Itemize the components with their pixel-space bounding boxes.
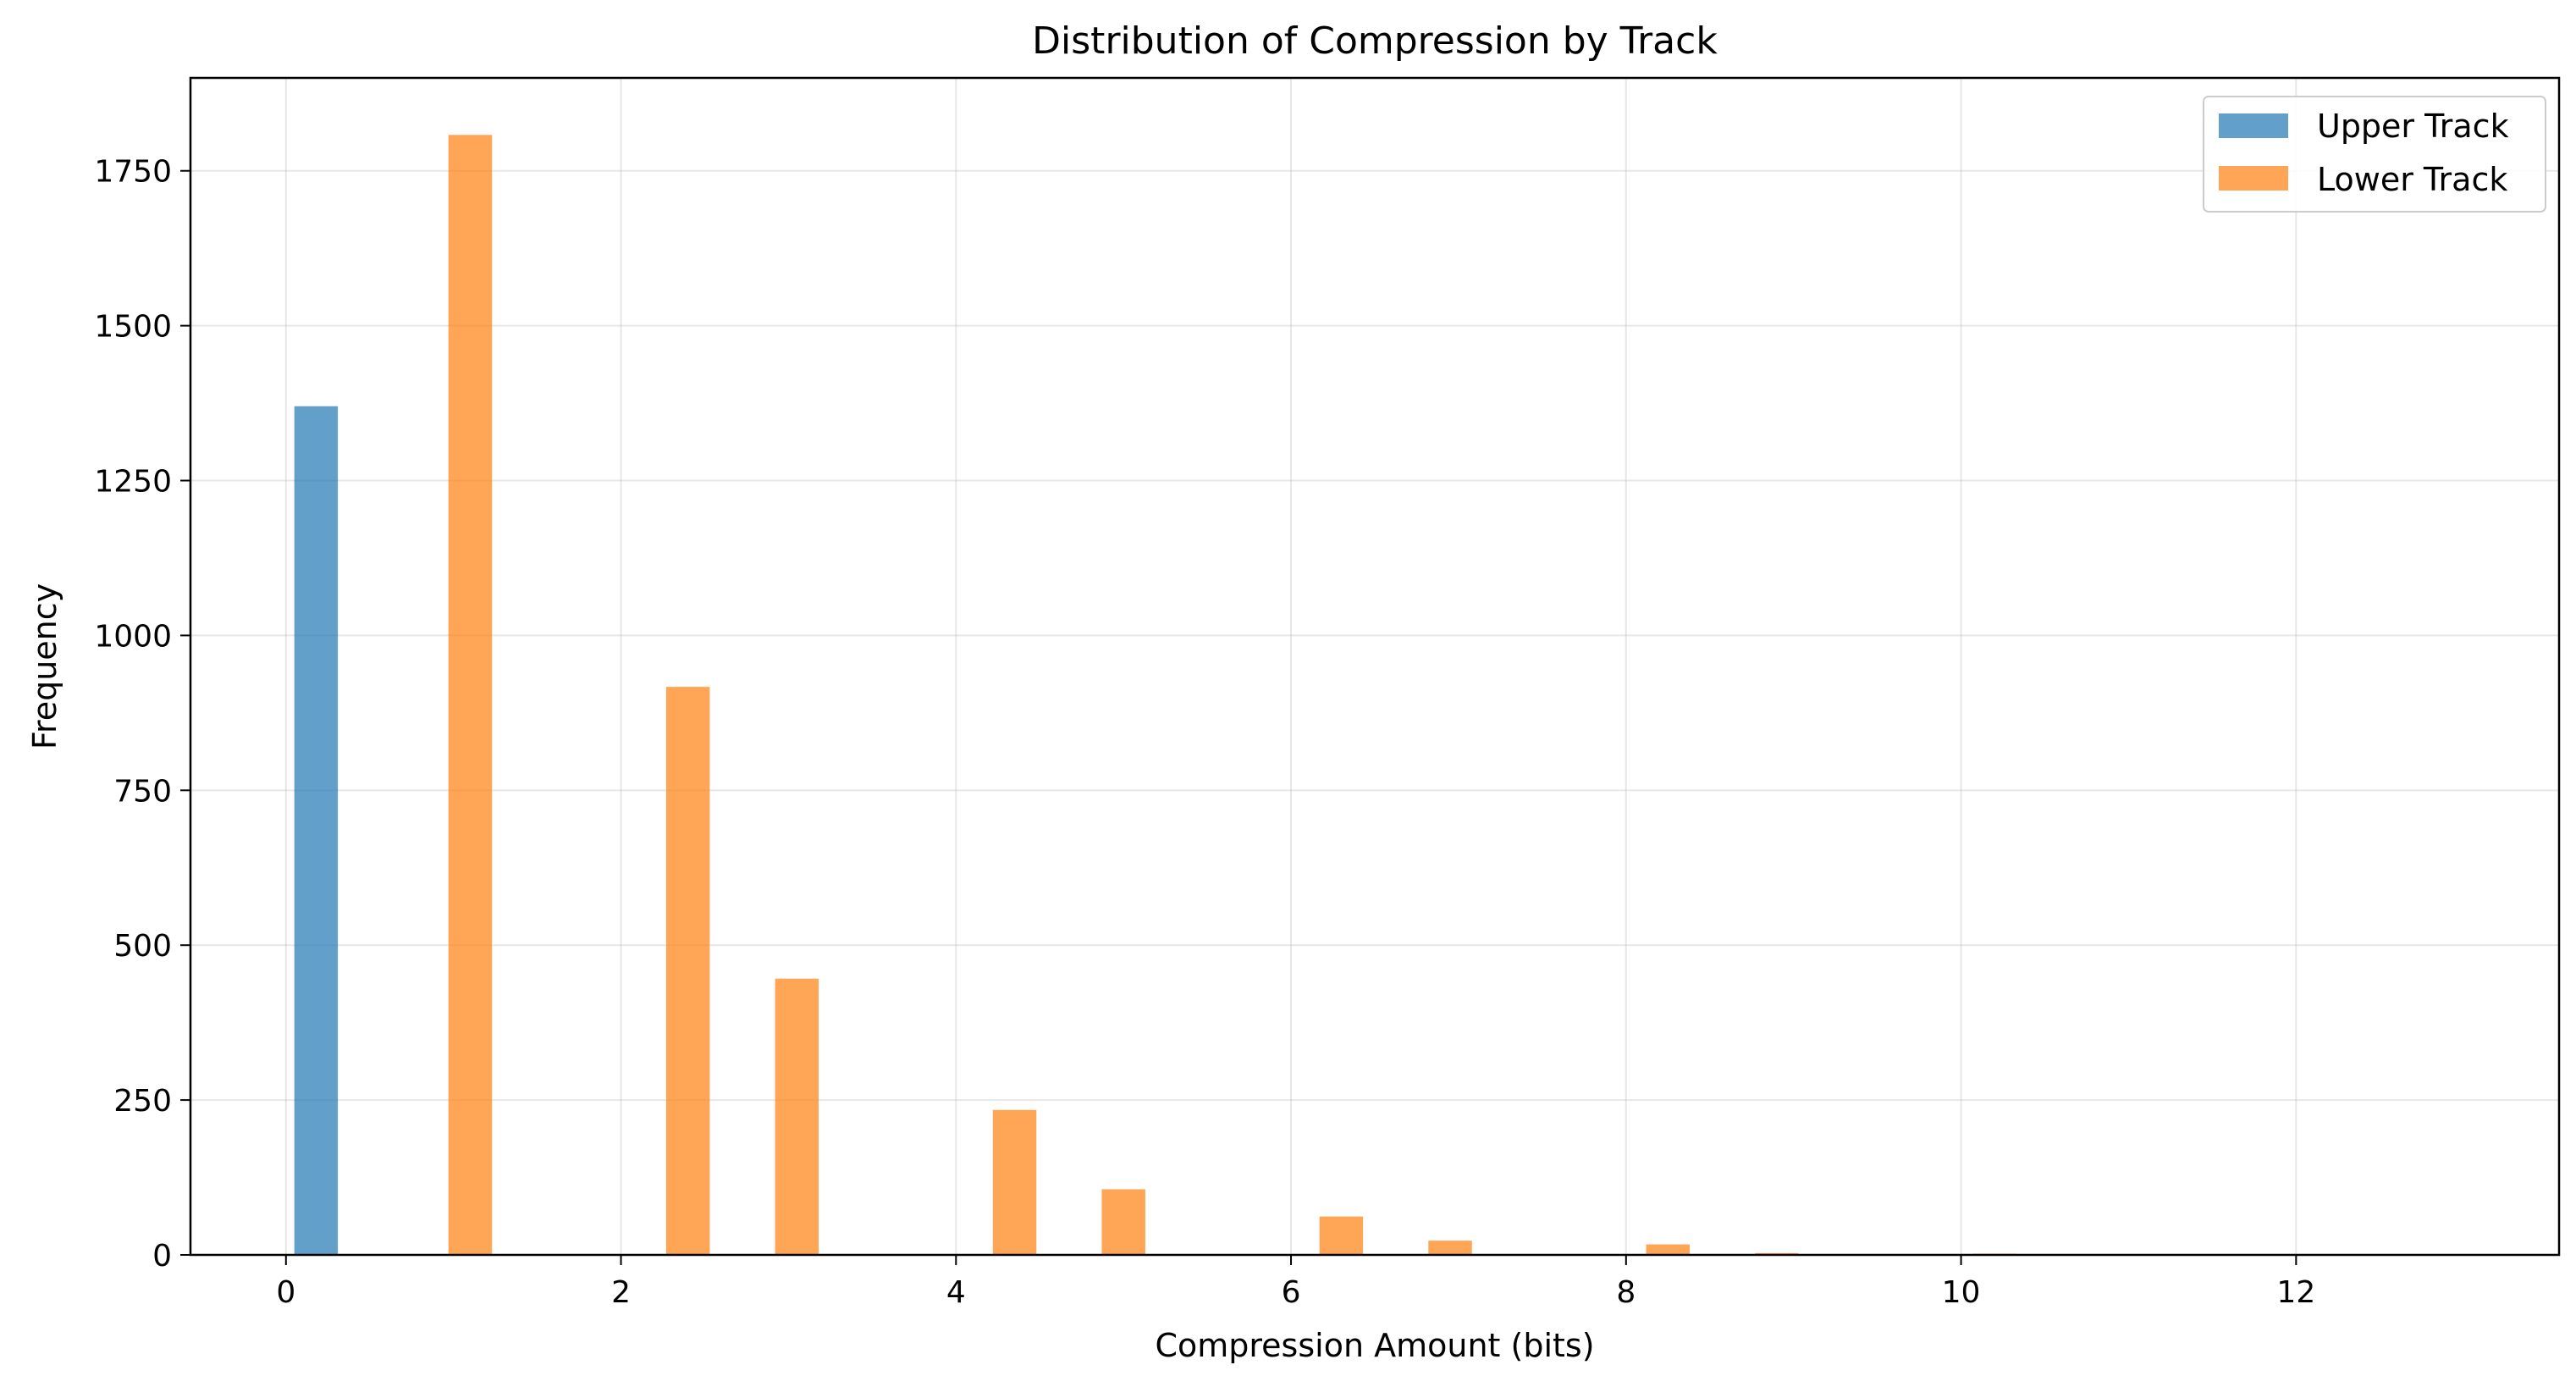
y-tick-label: 1250 (94, 465, 172, 500)
legend-label-lower: Lower Track (2317, 161, 2507, 198)
x-tick-label: 8 (1616, 1275, 1636, 1310)
y-axis-label: Frequency (26, 583, 63, 749)
lower-track-bar (1428, 1241, 1472, 1255)
chart-title: Distribution of Compression by Track (1032, 19, 1718, 63)
x-tick-label: 6 (1282, 1275, 1301, 1310)
bars (294, 135, 2016, 1256)
y-tick-label: 1000 (94, 619, 172, 654)
y-tick-label: 500 (113, 929, 172, 964)
grid-lines (190, 78, 2559, 1256)
x-axis-label: Compression Amount (bits) (1155, 1327, 1594, 1364)
x-tick-label: 2 (611, 1275, 631, 1310)
y-tick-label: 250 (113, 1084, 172, 1119)
y-tick-label: 750 (113, 774, 172, 809)
lower-track-bar (1646, 1244, 1691, 1255)
lower-track-bar (1319, 1216, 1364, 1255)
legend-label-upper: Upper Track (2317, 108, 2509, 145)
lower-track-bar (448, 135, 493, 1255)
x-tick-label: 4 (946, 1275, 966, 1310)
legend-swatch-lower (2219, 166, 2288, 191)
lower-track-bar (992, 1109, 1037, 1255)
x-tick-label: 10 (1942, 1275, 1981, 1310)
x-axis-ticks: 0 2 4 6 8 10 12 (276, 1255, 2315, 1310)
y-tick-label: 1500 (94, 310, 172, 345)
x-tick-label: 0 (276, 1275, 295, 1310)
x-tick-label: 12 (2276, 1275, 2315, 1310)
legend-swatch-upper (2219, 113, 2288, 138)
upper-track-bar (294, 406, 339, 1256)
y-axis-ticks: 0 250 500 750 1000 1250 1500 1750 (94, 155, 190, 1274)
legend: Upper Track Lower Track (2203, 96, 2546, 213)
y-tick-label: 0 (152, 1239, 172, 1274)
legend-box (2203, 96, 2546, 213)
lower-track-bar (775, 978, 819, 1255)
y-tick-label: 1750 (94, 155, 172, 190)
plot-frame (189, 76, 2561, 1257)
lower-track-bar (665, 687, 710, 1255)
lower-track-bar (1101, 1189, 1145, 1255)
